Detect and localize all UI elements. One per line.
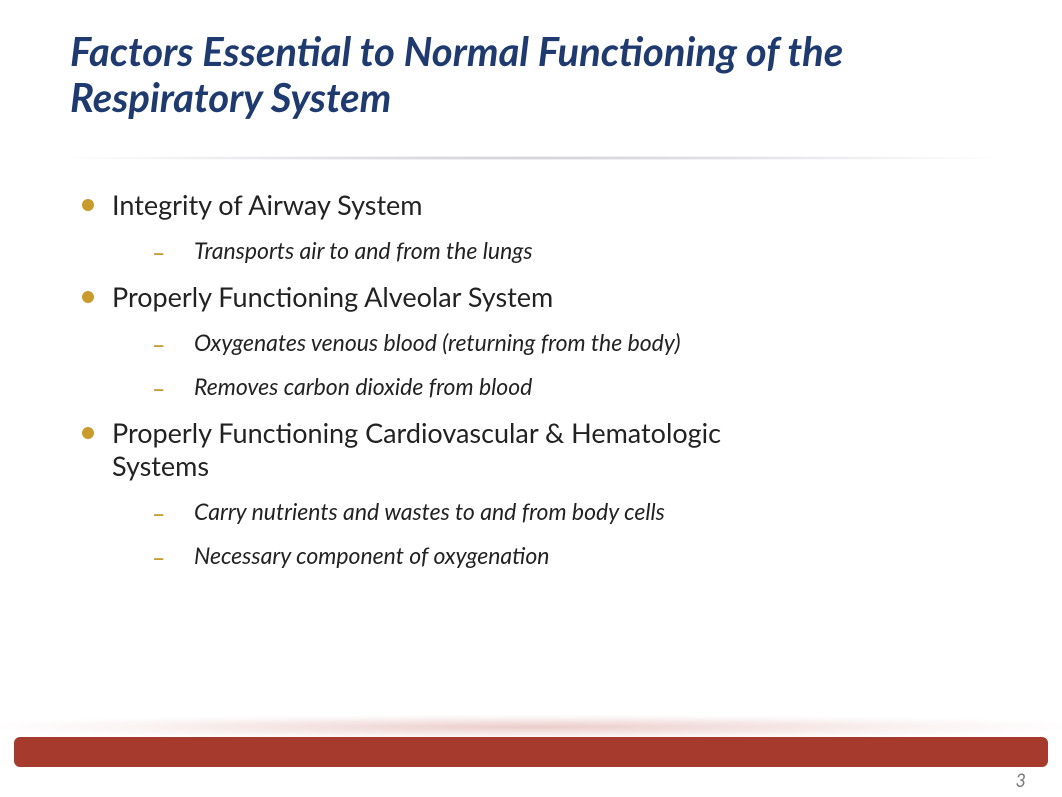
bullet-level2: –Transports air to and from the lungs xyxy=(152,236,992,266)
bullet-level2: –Necessary component of oxygenation xyxy=(152,541,992,571)
bullet-level2: –Carry nutrients and wastes to and from … xyxy=(152,497,992,527)
bullet-level1-text: Integrity of Airway System xyxy=(112,188,423,222)
footer-bar xyxy=(14,737,1048,767)
bullet-level2: –Oxygenates venous blood (returning from… xyxy=(152,328,992,358)
bullet-level1: Properly Functioning Alveolar System xyxy=(82,280,992,314)
bullet-level1: Properly Functioning Cardiovascular & He… xyxy=(82,416,992,484)
dash-icon: – xyxy=(152,238,168,266)
slide-content: Integrity of Airway System–Transports ai… xyxy=(70,188,992,571)
dash-icon: – xyxy=(152,374,168,402)
slide: Factors Essential to Normal Functioning … xyxy=(0,0,1062,797)
title-divider xyxy=(70,156,992,160)
footer-glow xyxy=(0,715,1062,739)
dash-icon: – xyxy=(152,330,168,358)
bullet-level2-text: Transports air to and from the lungs xyxy=(194,236,533,266)
bullet-level1-text: Properly Functioning Cardiovascular & He… xyxy=(112,416,752,484)
page-number: 3 xyxy=(1016,769,1026,791)
bullet-level2-text: Removes carbon dioxide from blood xyxy=(194,372,532,402)
bullet-dot-icon xyxy=(82,427,94,439)
bullet-level2-text: Oxygenates venous blood (returning from … xyxy=(194,328,681,358)
bullet-level2-text: Necessary component of oxygenation xyxy=(194,541,549,571)
bullet-level1-text: Properly Functioning Alveolar System xyxy=(112,280,553,314)
slide-title: Factors Essential to Normal Functioning … xyxy=(70,28,992,120)
bullet-dot-icon xyxy=(82,199,94,211)
dash-icon: – xyxy=(152,543,168,571)
bullet-level2-text: Carry nutrients and wastes to and from b… xyxy=(194,497,665,527)
bullet-dot-icon xyxy=(82,291,94,303)
bullet-level2: –Removes carbon dioxide from blood xyxy=(152,372,992,402)
dash-icon: – xyxy=(152,499,168,527)
bullet-level1: Integrity of Airway System xyxy=(82,188,992,222)
